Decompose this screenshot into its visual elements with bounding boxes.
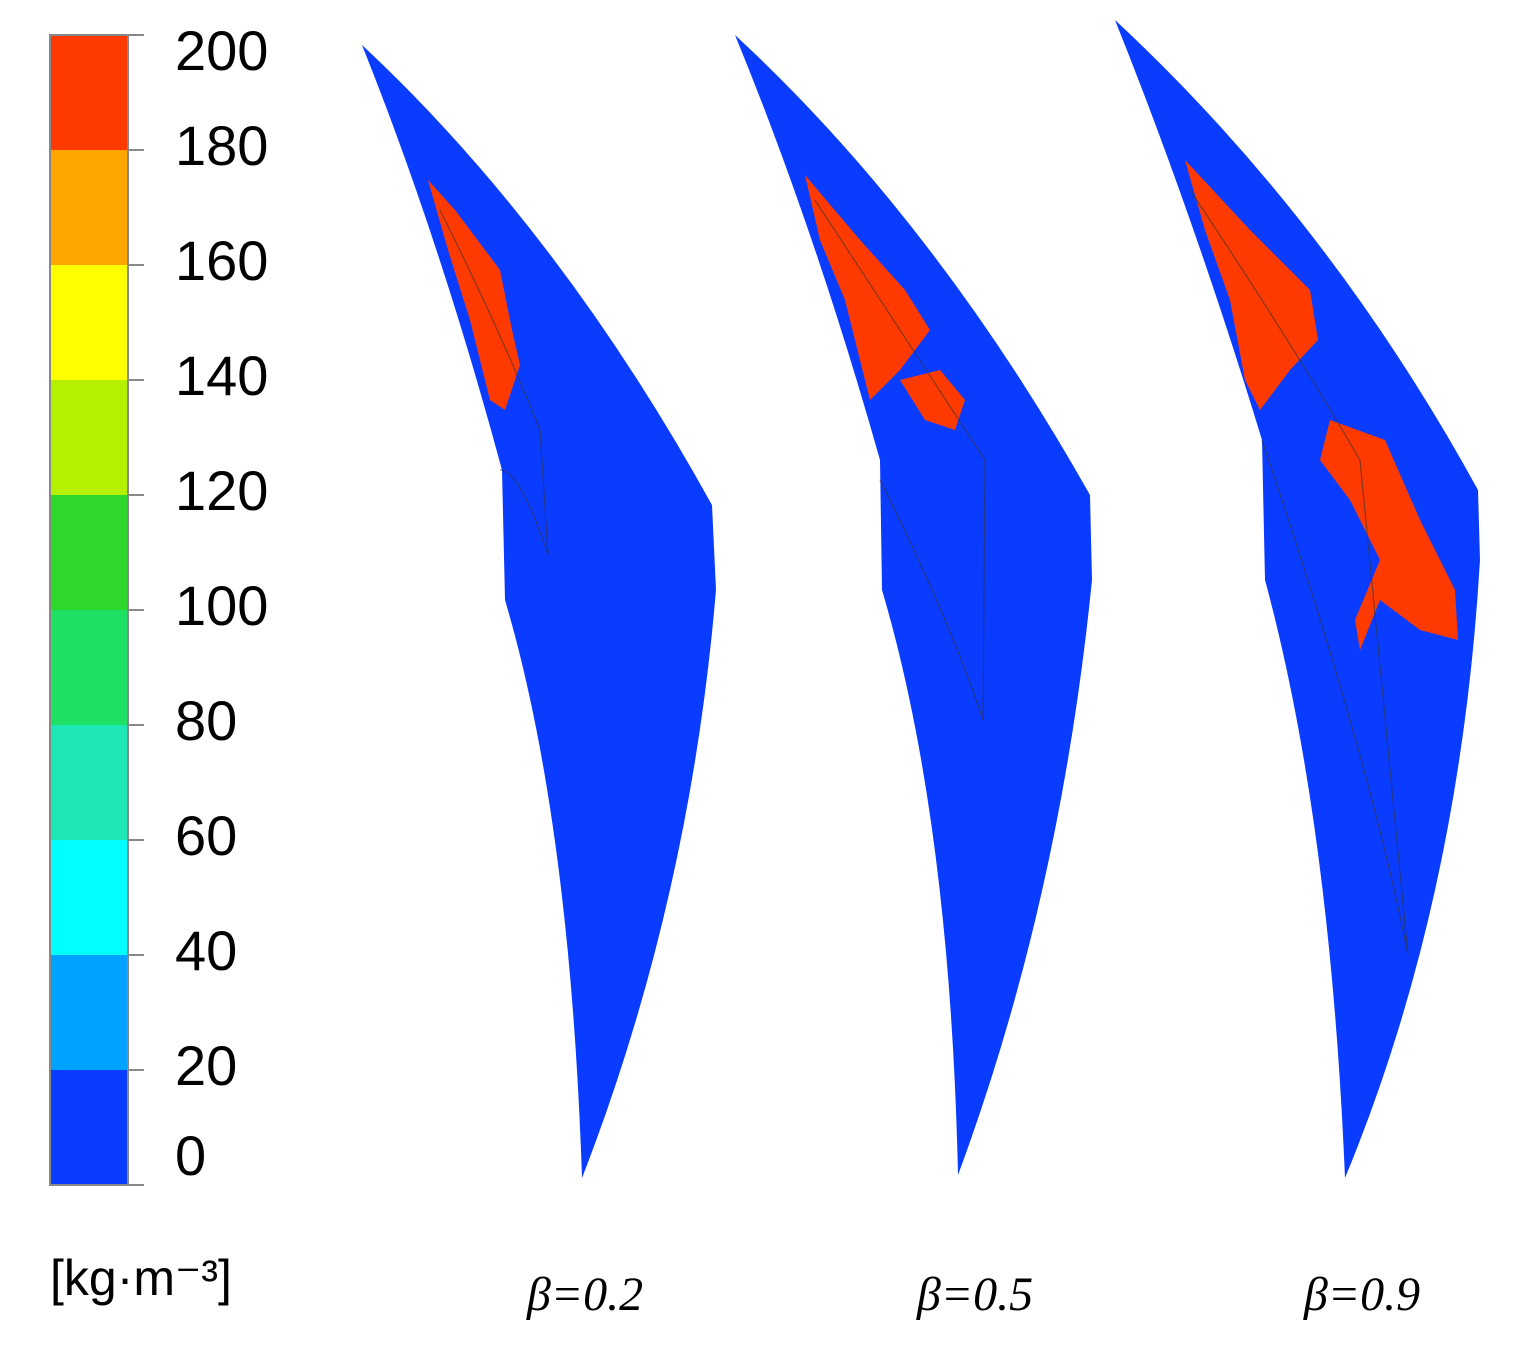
blade bbox=[362, 45, 716, 1178]
tick-label: 180 bbox=[175, 114, 268, 177]
blade bbox=[1115, 20, 1480, 1178]
colorbar-band bbox=[50, 495, 128, 610]
tick-label: 80 bbox=[175, 689, 237, 752]
tick-label: 0 bbox=[175, 1124, 206, 1187]
blade-outline bbox=[439, 209, 549, 556]
colorbar-band bbox=[50, 150, 128, 265]
colorbar-band bbox=[50, 1070, 128, 1185]
high-density-region bbox=[428, 180, 520, 410]
colorbar-band bbox=[50, 725, 128, 840]
blade-panel bbox=[1115, 20, 1480, 1178]
colorbar-band bbox=[50, 610, 128, 725]
tick-label: 40 bbox=[175, 919, 237, 982]
colorbar-band bbox=[50, 265, 128, 380]
blade bbox=[735, 35, 1092, 1175]
tick-label: 140 bbox=[175, 344, 268, 407]
high-density-region bbox=[1185, 160, 1318, 410]
tick-label: 100 bbox=[175, 574, 268, 637]
blade-panel bbox=[735, 35, 1092, 1175]
panel-label: β=0.9 bbox=[1303, 1268, 1420, 1321]
tick-label: 60 bbox=[175, 804, 237, 867]
high-density-region bbox=[1320, 420, 1458, 650]
tick-label: 120 bbox=[175, 459, 268, 522]
tick-label: 160 bbox=[175, 229, 268, 292]
colorbar-band bbox=[50, 840, 128, 955]
tick-label: 20 bbox=[175, 1034, 237, 1097]
unit-label: [kg·m⁻³] bbox=[50, 1250, 232, 1306]
blade-outline bbox=[1189, 189, 1409, 956]
blade-outline bbox=[814, 199, 986, 721]
colorbar-band bbox=[50, 955, 128, 1070]
blade-panel bbox=[362, 45, 716, 1178]
colorbar: 0 20 40 60 80 100 120 140 160 180 200 bbox=[49, 19, 268, 1187]
colorbar-band bbox=[50, 380, 128, 495]
high-density-region bbox=[900, 370, 965, 430]
panel-label: β=0.2 bbox=[526, 1268, 643, 1321]
high-density-region bbox=[805, 175, 930, 400]
panel-label: β=0.5 bbox=[916, 1268, 1033, 1321]
blades bbox=[362, 20, 1480, 1178]
tick-label: 200 bbox=[175, 19, 268, 82]
colorbar-band bbox=[50, 35, 128, 150]
